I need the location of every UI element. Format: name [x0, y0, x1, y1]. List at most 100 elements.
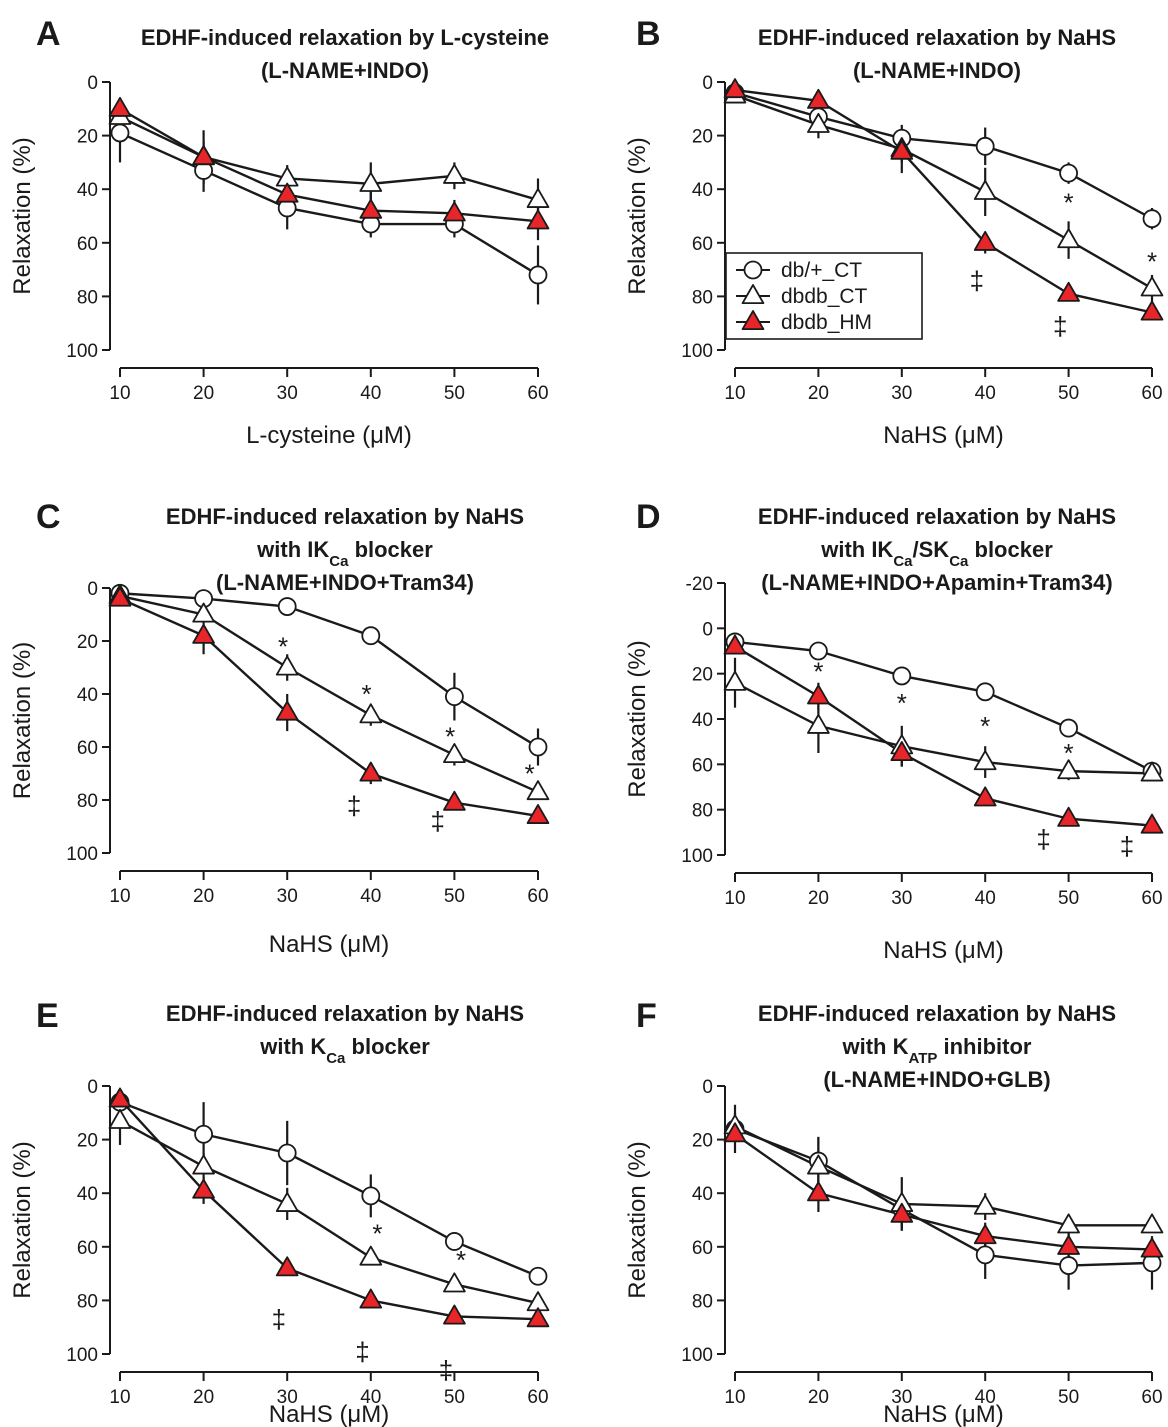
x-tick-label: 50 — [444, 886, 465, 907]
chart-title-line: (L-NAME+INDO) — [853, 58, 1021, 83]
y-tick-label: 40 — [77, 1184, 98, 1205]
y-tick-label: 60 — [77, 234, 98, 255]
significance-asterisk: * — [372, 1218, 382, 1248]
data-point-dbdb_CT — [1140, 1213, 1164, 1234]
data-point-dbdb_HM — [1057, 806, 1080, 827]
data-point-dbdb_HM — [359, 1288, 383, 1309]
data-point-db/+_CT — [1142, 209, 1162, 229]
series-line-dbdb_HM — [119, 597, 539, 818]
title-text: EDHF-induced relaxation by NaHS — [758, 504, 1116, 529]
title-text: EDHF-induced relaxation by L-cysteine — [141, 25, 549, 50]
data-point-db/+_CT — [444, 1232, 464, 1251]
data-point-dbdb_HM — [890, 741, 914, 762]
x-tick-label: 20 — [808, 888, 829, 909]
chart-title-line: with IKCa/SKCa blocker — [820, 537, 1053, 570]
series-line-db/+_CT — [734, 640, 1153, 773]
data-point-dbdb_HM — [108, 586, 132, 607]
y-tick-label: 80 — [77, 1291, 98, 1312]
data-point-db/+_CT — [444, 687, 464, 707]
title-text: with K — [842, 1034, 909, 1059]
series-line-dbdb_HM — [119, 107, 539, 223]
series-line-db/+_CT — [119, 131, 539, 276]
significance-dagger: ‡ — [439, 1355, 453, 1385]
legend: db/+_CT dbdb_CT dbdb_HM — [725, 252, 923, 340]
x-tick-label: 20 — [808, 383, 829, 404]
x-tick-label: 30 — [277, 383, 298, 404]
data-point-db/+_CT — [1059, 718, 1078, 738]
data-point-dbdb_HM — [275, 700, 299, 721]
series-line-dbdb_CT — [119, 115, 539, 202]
x-tick-label: 20 — [193, 1387, 214, 1408]
x-tick-label: 50 — [1058, 383, 1079, 404]
data-point-dbdb_CT — [192, 1154, 215, 1175]
title-subscript: Ca — [893, 553, 913, 570]
significance-dagger: ‡ — [347, 790, 361, 820]
x-axis-label: NaHS (μM) — [883, 1401, 1004, 1427]
y-tick-label: 20 — [692, 665, 713, 686]
legend-label: dbdb_HM — [781, 311, 872, 334]
y-tick-label: 60 — [77, 1238, 98, 1259]
chart-title-line: EDHF-induced relaxation by NaHS — [758, 504, 1116, 529]
data-point-dbdb_HM — [443, 201, 466, 222]
x-tick-label: 10 — [109, 1387, 130, 1408]
title-text: EDHF-induced relaxation by NaHS — [166, 504, 524, 529]
significance-asterisk: * — [278, 631, 288, 661]
y-tick-label: 100 — [681, 1345, 713, 1366]
data-point-dbdb_HM — [890, 1202, 914, 1223]
chart-title-line: EDHF-induced relaxation by NaHS — [758, 1001, 1116, 1026]
y-tick-label: 100 — [66, 341, 98, 362]
data-point-dbdb_CT — [1057, 1213, 1080, 1234]
significance-asterisk: * — [525, 759, 535, 789]
y-tick-label: 0 — [702, 73, 713, 94]
chart-title-line: with IKCa blocker — [256, 537, 433, 570]
data-point-dbdb_HM — [526, 1307, 550, 1328]
x-tick-label: 20 — [193, 886, 214, 907]
chart-title-line: EDHF-induced relaxation by NaHS — [758, 25, 1116, 50]
data-point-db/+_CT — [1059, 1256, 1078, 1275]
y-tick-label: 20 — [692, 1131, 713, 1152]
y-tick-label: 0 — [702, 1077, 713, 1098]
data-point-dbdb_CT — [1057, 228, 1080, 249]
y-tick-label: 60 — [692, 1238, 713, 1259]
series-line-db/+_CT — [119, 1100, 539, 1278]
y-tick-label: 60 — [692, 234, 713, 255]
panel-a: A EDHF-induced relaxation by L-cysteine (L… — [9, 15, 550, 449]
data-point-dbdb_HM — [973, 1224, 997, 1245]
data-point-dbdb_CT — [108, 1108, 132, 1129]
y-tick-label: 100 — [681, 846, 713, 867]
title-text: (L-NAME+INDO+GLB) — [823, 1067, 1050, 1092]
x-tick-label: 10 — [724, 888, 745, 909]
significance-asterisk: * — [1064, 188, 1074, 218]
chart-title-line: (L-NAME+INDO) — [261, 58, 429, 83]
y-tick-label: 0 — [702, 619, 713, 640]
data-point-dbdb_HM — [1140, 1237, 1164, 1258]
data-point-dbdb_CT — [359, 171, 383, 192]
significance-asterisk: * — [1147, 247, 1157, 277]
panel-letter: A — [36, 15, 61, 53]
data-point-dbdb_HM — [275, 1256, 299, 1277]
data-point-dbdb_CT — [973, 179, 997, 200]
x-tick-label: 30 — [277, 886, 298, 907]
panel-e: E EDHF-induced relaxation by NaHS with KCa… — [9, 997, 550, 1427]
data-point-dbdb_HM — [526, 804, 550, 824]
y-tick-label: 0 — [87, 1077, 98, 1098]
x-tick-label: 40 — [360, 1387, 381, 1408]
y-axis-label: Relaxation (%) — [9, 1141, 36, 1298]
data-point-dbdb_HM — [890, 139, 914, 160]
x-tick-label: 60 — [1141, 888, 1162, 909]
series-line-db/+_CT — [119, 592, 539, 749]
title-text: (L-NAME+INDO+Tram34) — [216, 570, 474, 595]
y-tick-label: 100 — [66, 844, 98, 865]
panel-letter: F — [636, 997, 657, 1035]
data-point-dbdb_HM — [973, 230, 997, 251]
data-point-dbdb_CT — [275, 655, 299, 676]
panel-c: C EDHF-induced relaxation by NaHS with IKC… — [9, 498, 550, 958]
data-point-dbdb_CT — [807, 713, 830, 734]
data-point-dbdb_HM — [723, 634, 747, 655]
title-text: EDHF-induced relaxation by NaHS — [758, 1001, 1116, 1026]
significance-asterisk: * — [445, 721, 455, 751]
y-tick-label: 80 — [77, 287, 98, 308]
y-tick-label: 100 — [66, 1345, 98, 1366]
y-axis-label: Relaxation (%) — [624, 640, 651, 797]
